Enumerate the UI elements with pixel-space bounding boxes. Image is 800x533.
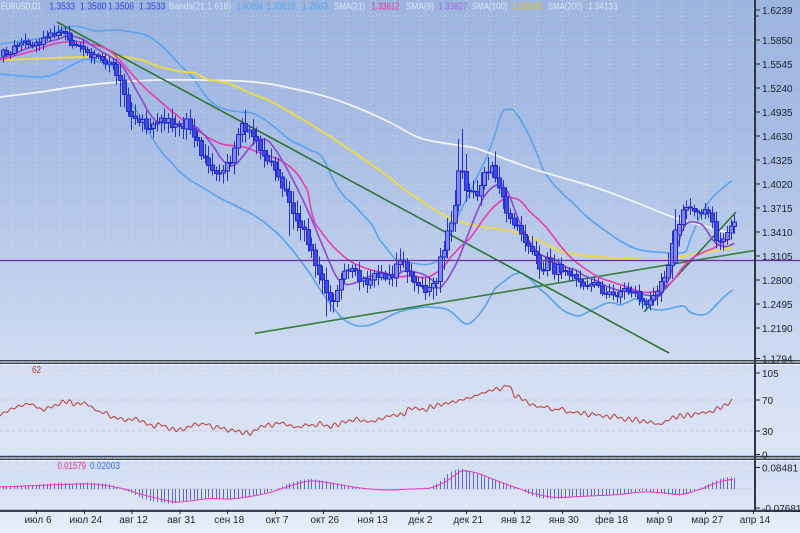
svg-text:1.2800: 1.2800 bbox=[762, 276, 793, 287]
svg-text:SMA(200): SMA(200) bbox=[548, 1, 583, 12]
svg-text:0.01579: 0.01579 bbox=[58, 461, 87, 472]
svg-text:1.40594: 1.40594 bbox=[237, 1, 263, 12]
svg-text:0.08481: 0.08481 bbox=[762, 463, 799, 474]
svg-text:1.5545: 1.5545 bbox=[762, 60, 793, 71]
svg-text:SMA(9): SMA(9) bbox=[406, 1, 434, 12]
svg-text:1.3105: 1.3105 bbox=[762, 252, 793, 263]
svg-text:SMA(21): SMA(21) bbox=[334, 1, 365, 12]
svg-text:1.33627: 1.33627 bbox=[439, 1, 468, 12]
svg-text:мар 9: мар 9 bbox=[646, 515, 673, 526]
svg-text:авг 12: авг 12 bbox=[119, 515, 148, 526]
svg-text:дек 21: дек 21 bbox=[453, 515, 483, 526]
svg-text:ноя 13: ноя 13 bbox=[357, 515, 388, 526]
svg-text:окт 26: окт 26 bbox=[311, 515, 340, 526]
svg-text:EURUSD,D1: EURUSD,D1 bbox=[1, 1, 41, 12]
svg-text:1.2495: 1.2495 bbox=[762, 300, 793, 311]
svg-text:MACD(5,26,5): MACD(5,26,5) bbox=[1, 461, 55, 472]
svg-text:апр 14: апр 14 bbox=[740, 515, 771, 526]
svg-text:1.34133: 1.34133 bbox=[588, 1, 618, 12]
svg-text:1.32065: 1.32065 bbox=[512, 1, 543, 12]
svg-text:1.3533: 1.3533 bbox=[139, 1, 166, 12]
svg-text:фев 18: фев 18 bbox=[595, 514, 628, 526]
svg-text:1.1794: 1.1794 bbox=[762, 354, 793, 365]
svg-text:июл 24: июл 24 bbox=[69, 515, 102, 526]
svg-text:1.4935: 1.4935 bbox=[762, 108, 793, 119]
svg-text:30: 30 bbox=[762, 427, 774, 438]
svg-text:авг 31: авг 31 bbox=[167, 515, 196, 526]
svg-text:1.3715: 1.3715 bbox=[762, 204, 793, 215]
svg-text:1.5850: 1.5850 bbox=[762, 36, 793, 47]
svg-text:1.4630: 1.4630 bbox=[762, 132, 793, 143]
svg-text:янв 12: янв 12 bbox=[501, 515, 532, 526]
svg-text:1.33612: 1.33612 bbox=[372, 1, 400, 12]
svg-text:мар 27: мар 27 bbox=[691, 515, 723, 526]
svg-text:1.3508: 1.3508 bbox=[108, 1, 134, 12]
svg-text:0.02003: 0.02003 bbox=[90, 461, 120, 472]
svg-text:-0.07681: -0.07681 bbox=[762, 504, 800, 515]
svg-text:сен 18: сен 18 bbox=[214, 515, 244, 526]
svg-text:1.4325: 1.4325 bbox=[762, 156, 793, 167]
svg-text:1.2663: 1.2663 bbox=[302, 1, 328, 12]
svg-text:июл 6: июл 6 bbox=[24, 515, 51, 526]
svg-text:RSI(14): RSI(14) bbox=[1, 365, 28, 376]
svg-text:0: 0 bbox=[762, 450, 768, 461]
svg-text:62: 62 bbox=[32, 365, 41, 376]
svg-text:SMA(100): SMA(100) bbox=[472, 1, 508, 12]
svg-text:105: 105 bbox=[762, 369, 779, 380]
svg-text:Bands(21,1.618): Bands(21,1.618) bbox=[169, 1, 231, 12]
svg-text:70: 70 bbox=[762, 396, 774, 407]
svg-text:1.2190: 1.2190 bbox=[762, 324, 793, 335]
svg-text:1.33612: 1.33612 bbox=[267, 1, 296, 12]
svg-text:янв 30: янв 30 bbox=[549, 515, 580, 526]
svg-text:окт 7: окт 7 bbox=[266, 515, 289, 526]
svg-text:1.5240: 1.5240 bbox=[762, 84, 793, 95]
svg-text:1.6239: 1.6239 bbox=[762, 6, 793, 17]
svg-text:1.3580: 1.3580 bbox=[80, 1, 107, 12]
svg-text:1.3410: 1.3410 bbox=[762, 228, 793, 239]
svg-text:1.4020: 1.4020 bbox=[762, 180, 793, 191]
svg-text:дек 2: дек 2 bbox=[408, 515, 433, 526]
svg-text:1.3533: 1.3533 bbox=[50, 1, 76, 12]
